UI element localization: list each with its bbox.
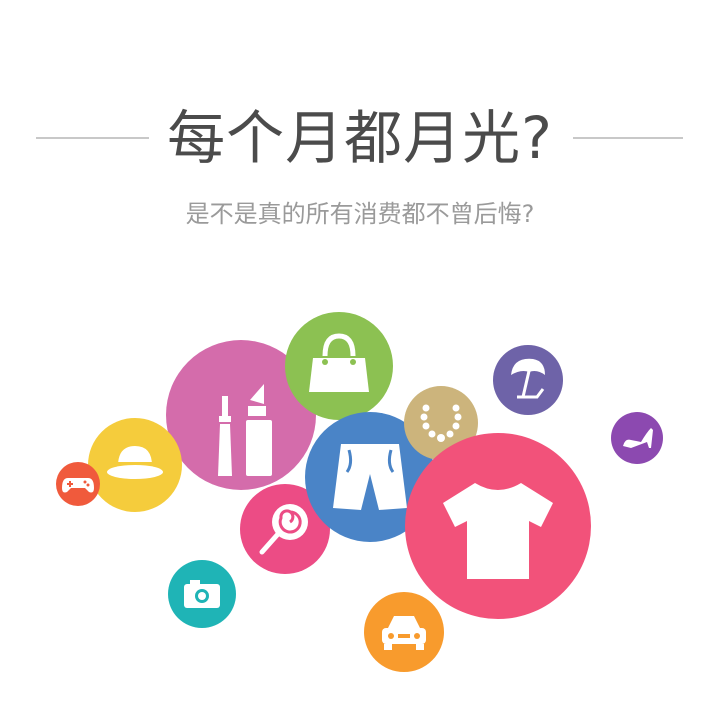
lollipop-icon [259, 504, 308, 555]
tshirt-icon [443, 483, 553, 579]
title-rule-left [36, 137, 149, 139]
hat-icon [107, 446, 163, 479]
cosmetics-icon [218, 384, 272, 476]
page-title: 每个月都月光? [167, 104, 553, 172]
page-subtitle: 是不是真的所有消费都不曾后悔? [185, 200, 535, 228]
handbag-bubble [285, 312, 393, 420]
gamepad-icon [62, 478, 94, 493]
gamepad-bubble[interactable] [56, 462, 100, 506]
necklace-icon [420, 404, 462, 442]
necklace-bubble [404, 386, 478, 460]
tshirt-bubble [405, 433, 591, 619]
hat-bubble [88, 418, 182, 512]
camera-icon [184, 580, 220, 608]
beach-umbrella-icon [511, 358, 545, 399]
beach-bubble [493, 345, 563, 415]
camera-bubble [168, 560, 236, 628]
shoe-bubble [611, 412, 663, 464]
header: 每个月都月光? 是不是真的所有消费都不曾后悔? [0, 0, 720, 260]
title-rule-right [573, 137, 683, 139]
handbag-icon [309, 333, 369, 392]
shorts-icon [333, 444, 407, 510]
car-bubble [364, 592, 444, 672]
car-icon [382, 616, 426, 650]
high-heel-icon [623, 428, 653, 448]
